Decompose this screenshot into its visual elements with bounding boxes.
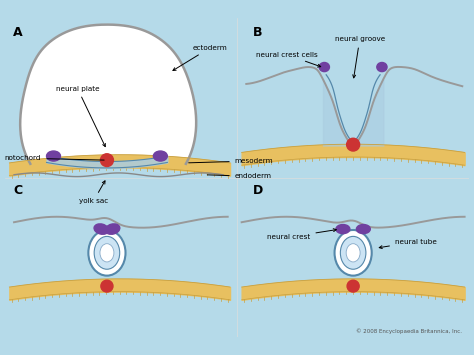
Text: yolk sac: yolk sac — [79, 181, 109, 204]
Text: A: A — [13, 26, 23, 39]
Ellipse shape — [100, 244, 114, 262]
Polygon shape — [20, 24, 196, 164]
Circle shape — [100, 154, 113, 166]
Text: mesoderm: mesoderm — [189, 158, 273, 164]
Ellipse shape — [94, 224, 109, 234]
Text: ectoderm: ectoderm — [173, 45, 228, 71]
Text: neural crest: neural crest — [267, 229, 337, 240]
Text: D: D — [253, 184, 264, 197]
Ellipse shape — [88, 230, 126, 275]
Text: neural tube: neural tube — [379, 239, 437, 248]
Ellipse shape — [105, 224, 120, 234]
Text: neural crest cells: neural crest cells — [255, 51, 321, 67]
Text: endoderm: endoderm — [207, 173, 272, 179]
Circle shape — [347, 280, 359, 292]
Text: neural groove: neural groove — [335, 37, 385, 78]
Text: neural plate: neural plate — [56, 86, 105, 147]
Text: notochord: notochord — [5, 155, 104, 161]
Ellipse shape — [346, 244, 360, 262]
Circle shape — [346, 138, 360, 151]
Ellipse shape — [377, 62, 387, 72]
Ellipse shape — [154, 151, 167, 161]
Text: © 2008 Encyclopaedia Britannica, Inc.: © 2008 Encyclopaedia Britannica, Inc. — [356, 328, 462, 334]
Ellipse shape — [340, 236, 366, 269]
Ellipse shape — [356, 224, 370, 234]
Ellipse shape — [46, 151, 61, 161]
Circle shape — [101, 280, 113, 292]
Text: C: C — [13, 184, 22, 197]
Text: B: B — [253, 26, 263, 39]
Ellipse shape — [335, 230, 372, 275]
Ellipse shape — [336, 224, 350, 234]
Ellipse shape — [319, 62, 329, 72]
Ellipse shape — [94, 236, 120, 269]
